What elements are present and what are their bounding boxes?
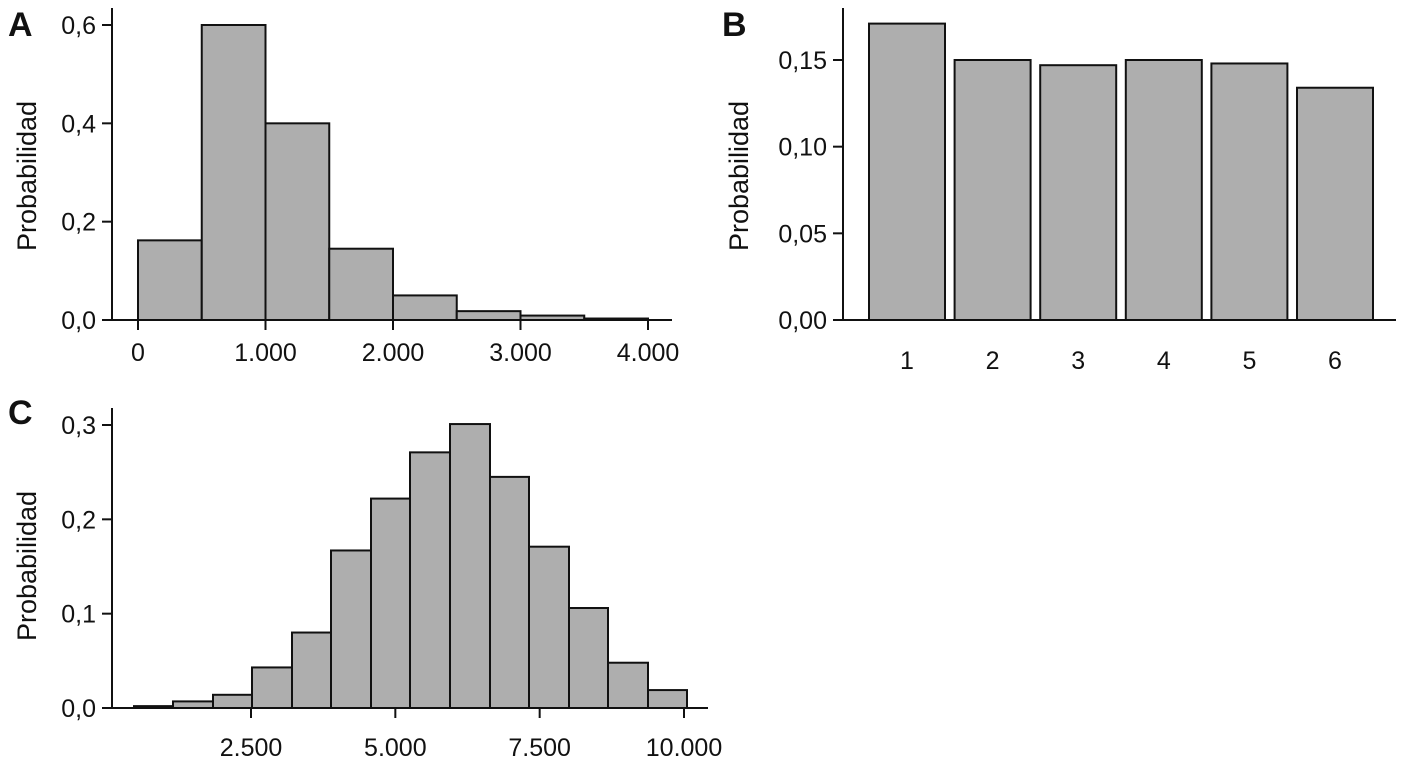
panel-a-x-ticks: 0 1.000 2.000 3.000 4.000: [131, 320, 679, 367]
histogram-bar: [392, 294, 458, 321]
histogram-bar: [172, 700, 214, 710]
x-tick-label: 0: [131, 339, 145, 367]
panel-b-x-ticks: 1 2 3 4 5 6: [900, 347, 1342, 375]
histogram-bar: [647, 689, 688, 709]
histogram-bar: [137, 239, 203, 322]
histogram-bar: [330, 549, 372, 709]
histogram-bar: [528, 545, 570, 709]
panel-a-letter: A: [8, 6, 33, 44]
histogram-bar: [133, 705, 174, 710]
panel-b-bars: [868, 22, 1374, 321]
panel-c: C Probabilidad 0,0 0,1 0,2 0,3 2.500 5.000 7.…: [8, 394, 722, 762]
x-tick-label: 4.000: [617, 339, 680, 367]
histogram-bar: [519, 314, 586, 322]
histogram-bar: [251, 666, 293, 709]
x-tick-label: 1.000: [234, 339, 297, 367]
panel-a-bars: [137, 24, 649, 322]
panel-a-y-axis-title: Probabilidad: [12, 101, 42, 251]
panel-b: B Probabilidad 0,00 0,05 0,10 0,15 1 2 3 4 5 6: [722, 6, 1396, 375]
y-tick-label: 0,0: [61, 307, 96, 335]
panel-b-y-axis-title: Probabilidad: [724, 101, 754, 251]
x-tick-label: 4: [1157, 347, 1171, 375]
histogram-bar: [568, 607, 609, 709]
histogram-bar: [489, 475, 530, 709]
x-tick-label: 7.500: [508, 734, 571, 762]
x-tick-label: 5: [1242, 347, 1256, 375]
histogram-bar: [212, 693, 253, 710]
histogram-bar: [449, 423, 491, 709]
y-tick-label: 0,05: [778, 220, 827, 248]
bar: [1124, 59, 1203, 321]
panel-c-x-ticks: 2.500 5.000 7.500 10.000: [220, 708, 722, 762]
bar: [953, 59, 1032, 321]
histogram-bar: [291, 631, 332, 709]
histogram-bar: [583, 317, 649, 321]
x-tick-label: 2.500: [220, 734, 283, 762]
histogram-bar: [328, 247, 394, 321]
y-tick-label: 0,0: [61, 695, 96, 723]
histogram-bar: [200, 24, 267, 321]
y-tick-label: 0,2: [61, 209, 96, 237]
panel-a: A Probabilidad 0,0 0,2 0,4 0,6 0 1.000 2.000 3…: [8, 6, 679, 367]
panel-c-bars: [133, 423, 688, 710]
y-tick-label: 0,6: [61, 12, 96, 40]
y-tick-label: 0,1: [61, 601, 96, 629]
panel-c-y-axis-title: Probabilidad: [12, 491, 42, 641]
panel-b-letter: B: [722, 6, 747, 44]
panel-c-letter: C: [8, 394, 33, 432]
panel-c-y-ticks: 0,0 0,1 0,2 0,3: [61, 412, 112, 723]
x-tick-label: 3: [1071, 347, 1085, 375]
panel-b-y-ticks: 0,00 0,05 0,10 0,15: [778, 47, 843, 335]
y-tick-label: 0,2: [61, 506, 96, 534]
x-tick-label: 2.000: [362, 339, 425, 367]
x-tick-label: 6: [1328, 347, 1342, 375]
bar: [868, 22, 946, 321]
y-tick-label: 0,00: [778, 307, 827, 335]
histogram-bar: [264, 122, 331, 322]
bar: [1039, 64, 1118, 321]
y-tick-label: 0,3: [61, 412, 96, 440]
histogram-bar: [455, 310, 522, 321]
panel-a-y-ticks: 0,0 0,2 0,4 0,6: [61, 12, 112, 335]
bar: [1296, 86, 1374, 321]
y-tick-label: 0,15: [778, 47, 827, 75]
x-tick-label: 2: [986, 347, 1000, 375]
x-tick-label: 3.000: [489, 339, 552, 367]
x-tick-label: 10.000: [646, 734, 722, 762]
y-tick-label: 0,4: [61, 110, 96, 138]
histogram-bar: [607, 661, 649, 709]
y-tick-label: 0,10: [778, 134, 827, 162]
histogram-bar: [409, 451, 451, 709]
bar: [1210, 62, 1289, 321]
histogram-bar: [370, 497, 411, 709]
x-tick-label: 5.000: [364, 734, 427, 762]
x-tick-label: 1: [900, 347, 914, 375]
